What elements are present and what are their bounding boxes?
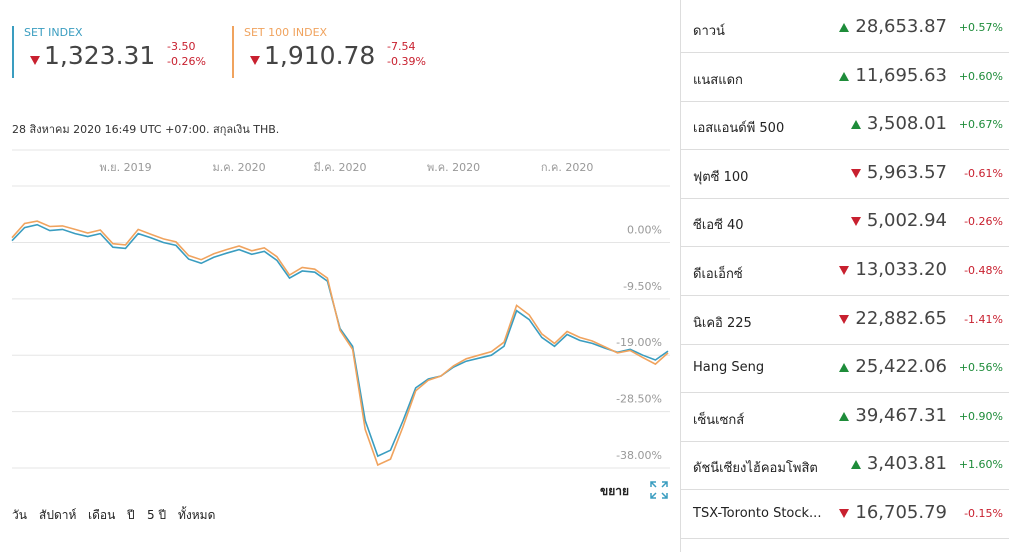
index-card: SET INDEX 1,323.31 -3.50 -0.26% (12, 26, 206, 78)
direction-arrow (851, 217, 861, 227)
market-name: ฟุตซี 100 (693, 169, 749, 185)
market-row[interactable]: นิเคอิ 225 22,882.65 -1.41% (681, 296, 1009, 345)
x-tick-label: ม.ค. 2020 (213, 161, 266, 174)
market-change: +0.90% (958, 409, 1003, 423)
y-tick-label: -9.50% (623, 280, 662, 293)
series-line (11, 220, 669, 467)
market-row[interactable]: เอสแอนด์พี 500 3,508.01 +0.67% (681, 101, 1009, 151)
market-value: 5,002.94 (866, 210, 947, 232)
market-value: 16,705.79 (855, 502, 947, 523)
market-change: -0.61% (964, 166, 1003, 180)
index-card: SET 100 INDEX 1,910.78 -7.54 -0.39% (232, 26, 426, 78)
index-percent: -0.39% (387, 55, 426, 68)
market-name: Hang Seng (693, 360, 765, 376)
market-row[interactable]: ดีเอเอ็กซ์ 13,033.20 -0.48% (681, 247, 1009, 296)
timestamp: 28 สิงหาคม 2020 16:49 UTC +07:00. สกุลเง… (12, 123, 280, 136)
market-row[interactable]: TSX-Toronto Stock... 16,705.79 -0.15% (681, 490, 1009, 539)
range-button[interactable]: เดือน (88, 508, 116, 522)
market-change: -0.15% (964, 507, 1003, 520)
market-row[interactable]: ดัชนีเซียงไฮ้คอมโพสิต 3,403.81 +1.60% (681, 441, 1009, 491)
market-change: +0.67% (958, 118, 1003, 132)
market-value: 22,882.65 (855, 307, 947, 329)
market-value: 3,403.81 (866, 453, 947, 475)
x-tick-label: พ.ค. 2020 (427, 161, 480, 174)
direction-arrow (851, 168, 861, 178)
market-row[interactable]: Hang Seng 25,422.06 +0.56% (681, 344, 1009, 394)
direction-arrow (250, 56, 260, 65)
index-name: SET INDEX (24, 26, 83, 39)
y-tick-label: 0.00% (627, 223, 662, 236)
index-change: -3.50 (167, 40, 196, 53)
series-line (11, 223, 669, 458)
range-button[interactable]: 5 ปี (147, 508, 167, 522)
market-value: 13,033.20 (855, 259, 947, 280)
market-value: 39,467.31 (855, 404, 947, 426)
direction-arrow (839, 23, 849, 32)
market-name: ดัชนีเซียงไฮ้คอมโพสิต (693, 461, 818, 477)
market-value: 28,653.87 (855, 16, 947, 37)
market-name: เอสแอนด์พี 500 (693, 121, 785, 137)
y-tick-label: -28.50% (616, 393, 662, 406)
direction-arrow (839, 71, 849, 81)
market-value: 11,695.63 (855, 64, 947, 86)
market-name: แนสแดก (693, 72, 743, 88)
range-button[interactable]: สัปดาห์ (39, 508, 77, 522)
market-change: +1.60% (958, 458, 1003, 472)
x-tick-label: พ.ย. 2019 (99, 161, 151, 174)
market-row[interactable]: แนสแดก 11,695.63 +0.60% (681, 53, 1009, 102)
y-tick-label: -19.00% (616, 336, 662, 349)
market-change: +0.60% (958, 69, 1003, 83)
market-change: -0.48% (964, 264, 1003, 277)
index-value: 1,323.31 (44, 41, 156, 70)
index-value: 1,910.78 (264, 41, 376, 70)
direction-arrow (851, 460, 861, 470)
market-change: +0.57% (958, 21, 1003, 34)
market-list: ดาวน์ 28,653.87 +0.57% แนสแดก 11,695.63 +0.60… (680, 0, 1011, 552)
market-row[interactable]: เซ็นเซกส์ 39,467.31 +0.90% (681, 393, 1009, 442)
market-row[interactable]: ซีเอซี 40 5,002.94 -0.26% (681, 198, 1009, 248)
direction-arrow (30, 56, 40, 65)
market-name: ดาวน์ (693, 24, 725, 39)
expand-button[interactable]: ขยาย (600, 484, 630, 498)
market-value: 5,963.57 (866, 161, 947, 183)
market-value: 25,422.06 (855, 356, 947, 378)
market-change: +0.56% (958, 361, 1003, 375)
y-tick-label: -38.00% (616, 449, 662, 462)
market-change: -0.26% (964, 215, 1003, 229)
market-value: 3,508.01 (866, 113, 947, 135)
direction-arrow (851, 120, 861, 130)
range-button[interactable]: ทั้งหมด (178, 508, 216, 522)
market-name: เซ็นเซกส์ (693, 412, 745, 428)
index-change-box: -3.50 -0.26% (167, 39, 206, 69)
direction-arrow (839, 411, 849, 421)
x-tick-label: มี.ค. 2020 (313, 161, 366, 174)
index-percent: -0.26% (167, 55, 206, 68)
market-name: ซีเอซี 40 (693, 218, 744, 234)
market-name: TSX-Toronto Stock... (693, 506, 822, 521)
range-button[interactable]: วัน (12, 508, 27, 522)
market-change: -1.41% (964, 312, 1003, 326)
market-row[interactable]: ดาวน์ 28,653.87 +0.57% (681, 4, 1009, 53)
direction-arrow (839, 509, 849, 518)
expand-icon[interactable] (650, 481, 668, 499)
index-change: -7.54 (387, 40, 416, 53)
x-tick-label: ก.ค. 2020 (541, 161, 594, 174)
index-name: SET 100 INDEX (244, 26, 328, 39)
direction-arrow (839, 363, 849, 373)
market-name: ดีเอเอ็กซ์ (693, 267, 743, 282)
index-change-box: -7.54 -0.39% (387, 39, 426, 69)
direction-arrow (839, 266, 849, 275)
market-row[interactable]: ฟุตซี 100 5,963.57 -0.61% (681, 150, 1009, 199)
chart: 0.00% -9.50% -19.00% -28.50% -38.00% พ.ย. 201… (11, 149, 670, 469)
range-button[interactable]: ปี (127, 508, 135, 522)
market-name: นิเคอิ 225 (693, 315, 752, 331)
direction-arrow (839, 314, 849, 324)
